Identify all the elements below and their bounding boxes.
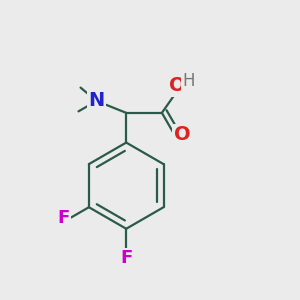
Text: O: O (174, 125, 190, 144)
Text: O: O (169, 76, 185, 95)
Text: N: N (88, 92, 105, 110)
Text: H: H (183, 73, 195, 91)
Text: F: F (120, 250, 132, 268)
Text: F: F (57, 208, 70, 226)
